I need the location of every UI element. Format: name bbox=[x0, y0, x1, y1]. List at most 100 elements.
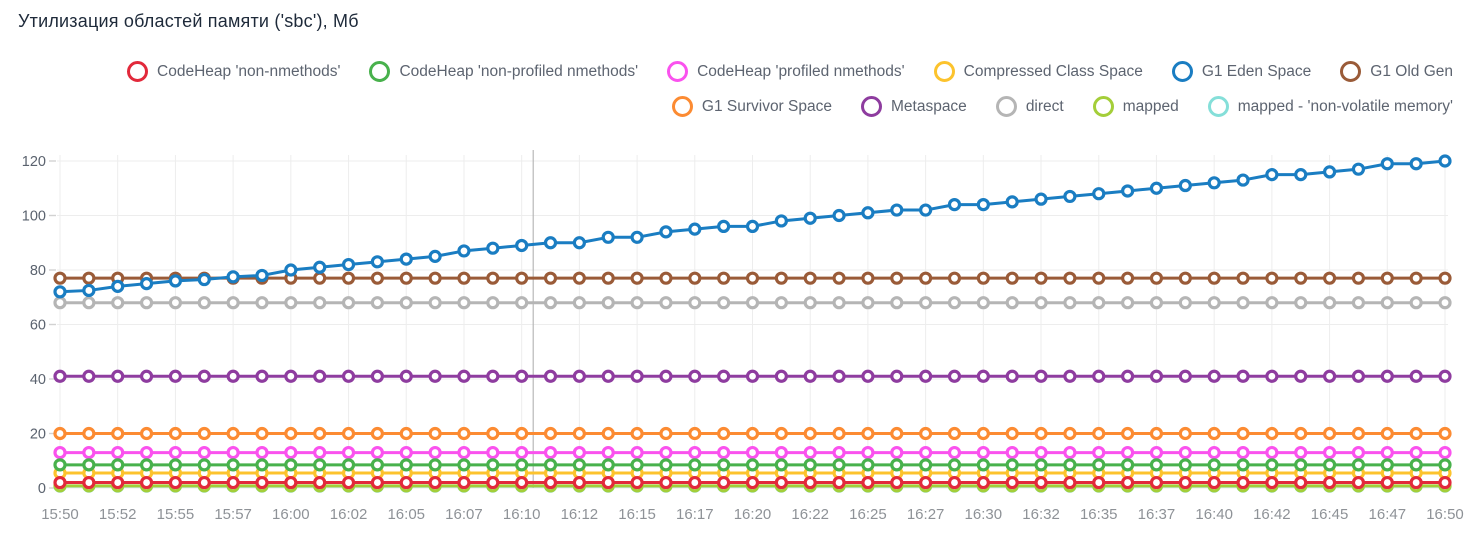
data-point-marker bbox=[543, 475, 558, 490]
x-axis-label: 16:10 bbox=[503, 506, 541, 523]
data-point-marker bbox=[630, 271, 644, 285]
legend-item-codeheap-non-nmethods[interactable]: CodeHeap 'non-nmethods' bbox=[127, 61, 340, 82]
data-point-marker bbox=[341, 257, 356, 272]
y-axis-label: 40 bbox=[30, 372, 46, 388]
data-point-marker bbox=[947, 445, 962, 460]
data-point-marker bbox=[313, 458, 327, 472]
series-ring-icon bbox=[1092, 96, 1114, 117]
legend-label: mapped bbox=[1122, 97, 1179, 115]
data-point-marker bbox=[515, 426, 529, 441]
legend: CodeHeap 'non-nmethods' CodeHeap 'non-pro… bbox=[0, 61, 1474, 117]
data-point-marker bbox=[803, 369, 817, 383]
data-point-marker bbox=[515, 458, 529, 472]
data-point-marker bbox=[803, 271, 817, 285]
data-point-marker bbox=[976, 198, 990, 212]
data-point-marker bbox=[745, 475, 760, 490]
data-point-marker bbox=[1149, 271, 1164, 285]
data-point-marker bbox=[370, 296, 384, 310]
x-axis-label: 16:47 bbox=[1369, 506, 1407, 523]
data-point-marker bbox=[601, 271, 615, 285]
legend-item-metaspace[interactable]: Metaspace bbox=[860, 96, 967, 117]
legend-item-compressed-class-space[interactable]: Compressed Class Space bbox=[933, 61, 1143, 82]
data-point-marker bbox=[1294, 458, 1308, 472]
data-point-marker bbox=[1207, 445, 1221, 460]
x-axis-label: 16:37 bbox=[1138, 506, 1176, 523]
data-point-marker bbox=[601, 369, 615, 383]
x-axis-label: 16:25 bbox=[849, 506, 887, 523]
data-point-marker bbox=[1380, 157, 1394, 171]
data-point-marker bbox=[1005, 445, 1019, 460]
data-point-marker bbox=[1207, 369, 1221, 383]
data-point-marker bbox=[832, 369, 846, 383]
data-point-marker bbox=[1409, 296, 1423, 310]
data-point-marker bbox=[139, 296, 154, 310]
legend-item-g1-survivor-space[interactable]: G1 Survivor Space bbox=[671, 96, 832, 117]
data-point-marker bbox=[717, 445, 731, 460]
data-point-marker bbox=[226, 270, 240, 284]
data-point-marker bbox=[745, 219, 760, 233]
data-point-marker bbox=[341, 426, 356, 441]
data-point-marker bbox=[515, 369, 529, 383]
x-axis-label: 16:00 bbox=[272, 506, 310, 523]
data-point-marker bbox=[1121, 369, 1135, 383]
data-point-marker bbox=[1380, 458, 1394, 472]
data-point-marker bbox=[890, 296, 904, 310]
data-point-marker bbox=[1265, 296, 1279, 310]
x-axis-label: 16:32 bbox=[1022, 506, 1060, 523]
data-point-marker bbox=[1005, 296, 1019, 310]
data-point-marker bbox=[1121, 445, 1135, 460]
data-point-marker bbox=[947, 458, 962, 472]
legend-item-codeheap-non-profiled-nmethods[interactable]: CodeHeap 'non-profiled nmethods' bbox=[369, 61, 638, 82]
data-point-marker bbox=[82, 369, 96, 383]
data-point-marker bbox=[1149, 369, 1164, 383]
data-point-marker bbox=[139, 458, 154, 472]
data-point-marker bbox=[428, 369, 442, 383]
x-axis-label: 15:57 bbox=[214, 506, 252, 523]
data-point-marker bbox=[284, 296, 298, 310]
data-point-marker bbox=[1092, 445, 1106, 460]
data-point-marker bbox=[1178, 426, 1192, 441]
legend-row-2: G1 Survivor Space Metaspace direct mapped ma… bbox=[671, 96, 1453, 117]
data-point-marker bbox=[1438, 369, 1452, 383]
legend-item-mapped[interactable]: mapped bbox=[1092, 96, 1179, 117]
data-point-marker bbox=[399, 369, 413, 383]
legend-item-direct[interactable]: direct bbox=[995, 96, 1064, 117]
data-point-marker bbox=[82, 426, 96, 441]
series-g1-survivor-space bbox=[53, 426, 1452, 441]
data-point-marker bbox=[1005, 369, 1019, 383]
series-metaspace bbox=[53, 369, 1452, 383]
data-point-marker bbox=[572, 296, 586, 310]
legend-label: Metaspace bbox=[890, 97, 967, 115]
x-axis-label: 16:45 bbox=[1311, 506, 1349, 523]
data-point-marker bbox=[976, 458, 990, 472]
data-point-marker bbox=[428, 271, 442, 285]
data-point-marker bbox=[1063, 296, 1077, 310]
data-point-marker bbox=[601, 475, 615, 490]
data-point-marker bbox=[370, 475, 384, 490]
data-point-marker bbox=[111, 369, 125, 383]
legend-label: G1 Old Gen bbox=[1370, 62, 1453, 80]
x-axis-label: 16:22 bbox=[791, 506, 829, 523]
data-point-marker bbox=[1409, 445, 1423, 460]
data-point-marker bbox=[1351, 475, 1366, 490]
data-point-marker bbox=[543, 426, 558, 441]
data-point-marker bbox=[370, 458, 384, 472]
data-point-marker bbox=[197, 475, 211, 490]
legend-item-mapped-non-volatile-memory[interactable]: mapped - 'non-volatile memory' bbox=[1207, 96, 1453, 117]
legend-item-g1-old-gen[interactable]: G1 Old Gen bbox=[1340, 61, 1453, 82]
data-point-marker bbox=[1351, 296, 1366, 310]
data-point-marker bbox=[1207, 271, 1221, 285]
data-point-marker bbox=[1207, 475, 1221, 490]
data-point-marker bbox=[543, 296, 558, 310]
data-point-marker bbox=[341, 458, 356, 472]
data-point-marker bbox=[515, 271, 529, 285]
data-point-marker bbox=[399, 445, 413, 460]
data-point-marker bbox=[457, 296, 471, 310]
data-point-marker bbox=[1294, 426, 1308, 441]
data-point-marker bbox=[226, 458, 240, 472]
legend-item-codeheap-profiled-nmethods[interactable]: CodeHeap 'profiled nmethods' bbox=[667, 61, 905, 82]
legend-item-g1-eden-space[interactable]: G1 Eden Space bbox=[1171, 61, 1311, 82]
data-point-marker bbox=[341, 271, 356, 285]
data-point-marker bbox=[457, 475, 471, 490]
